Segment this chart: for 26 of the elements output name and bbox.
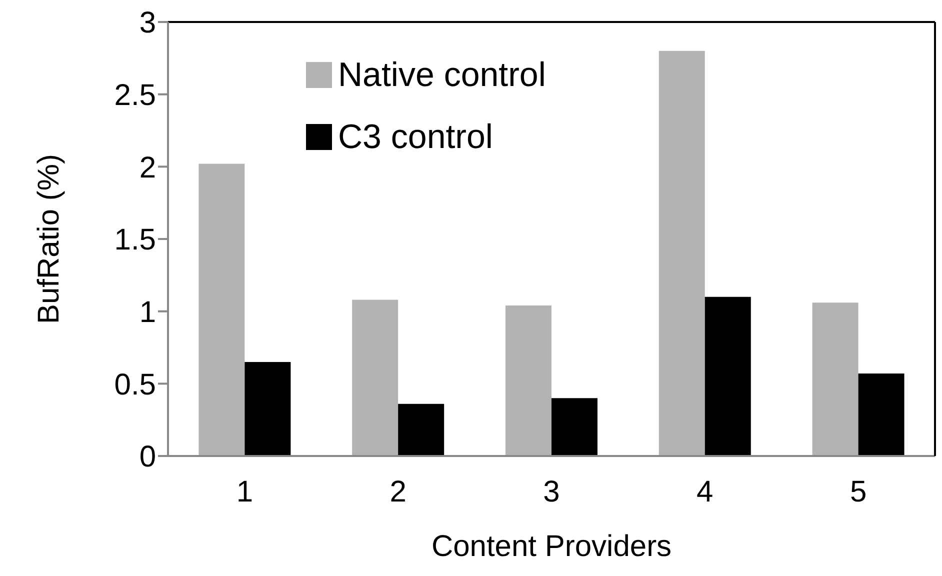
bar (858, 374, 904, 456)
x-tick-label: 5 (850, 475, 867, 508)
y-tick-label: 2.5 (114, 78, 156, 112)
bar (551, 398, 598, 456)
x-tick-label: 3 (543, 475, 560, 508)
bar (505, 306, 552, 456)
y-axis-title: BufRatio (%) (32, 154, 66, 324)
legend-label: C3 control (338, 117, 493, 158)
bar (398, 404, 444, 456)
bar (812, 302, 858, 456)
bar (352, 300, 398, 456)
bar (244, 362, 291, 456)
x-tick-label: 2 (390, 475, 406, 508)
x-tick-label: 4 (696, 475, 714, 508)
y-tick-label: 1.5 (114, 224, 156, 257)
y-tick-label: 2 (139, 151, 156, 184)
bar (198, 164, 245, 456)
y-tick-label: 1 (139, 296, 156, 329)
y-tick-label: 0 (139, 440, 156, 474)
legend-label: Native control (338, 55, 546, 96)
bar (658, 50, 705, 456)
bar (704, 296, 751, 456)
y-tick-label: 0.5 (114, 368, 156, 402)
y-tick-label: 3 (139, 6, 156, 40)
x-axis-title: Content Providers (431, 530, 672, 563)
x-tick-label: 1 (236, 475, 254, 508)
